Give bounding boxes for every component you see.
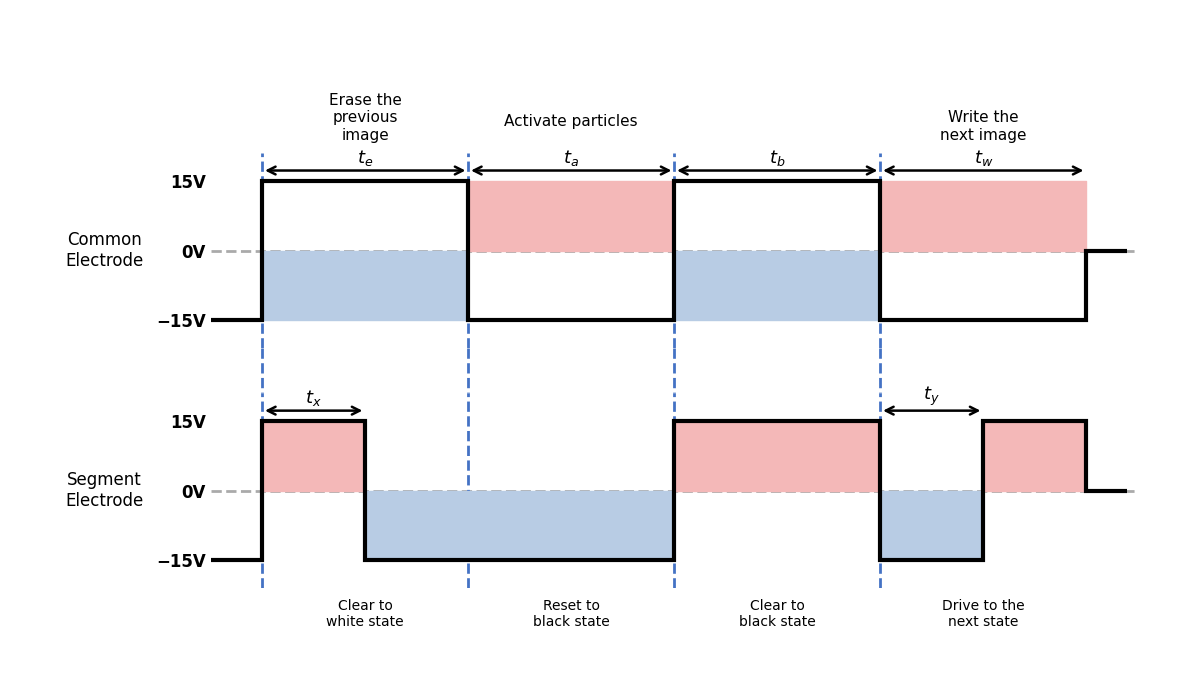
Text: Clear to
black state: Clear to black state	[739, 599, 815, 628]
Text: $t_{x}$: $t_{x}$	[306, 388, 321, 408]
Text: Activate particles: Activate particles	[504, 113, 638, 129]
Text: Drive to the
next state: Drive to the next state	[942, 599, 1025, 628]
Text: $t_{w}$: $t_{w}$	[974, 148, 993, 168]
Text: Segment
Electrode: Segment Electrode	[65, 471, 143, 510]
Text: Write the
next image: Write the next image	[940, 110, 1027, 143]
Text: Common
Electrode: Common Electrode	[65, 231, 143, 270]
Text: Clear to
white state: Clear to white state	[326, 599, 405, 628]
Text: $t_{a}$: $t_{a}$	[563, 148, 579, 168]
Text: $t_{e}$: $t_{e}$	[358, 148, 373, 168]
Text: Erase the
previous
image: Erase the previous image	[329, 93, 402, 143]
Text: $t_{b}$: $t_{b}$	[769, 148, 785, 168]
Text: $t_{y}$: $t_{y}$	[923, 385, 940, 408]
Text: Reset to
black state: Reset to black state	[533, 599, 609, 628]
